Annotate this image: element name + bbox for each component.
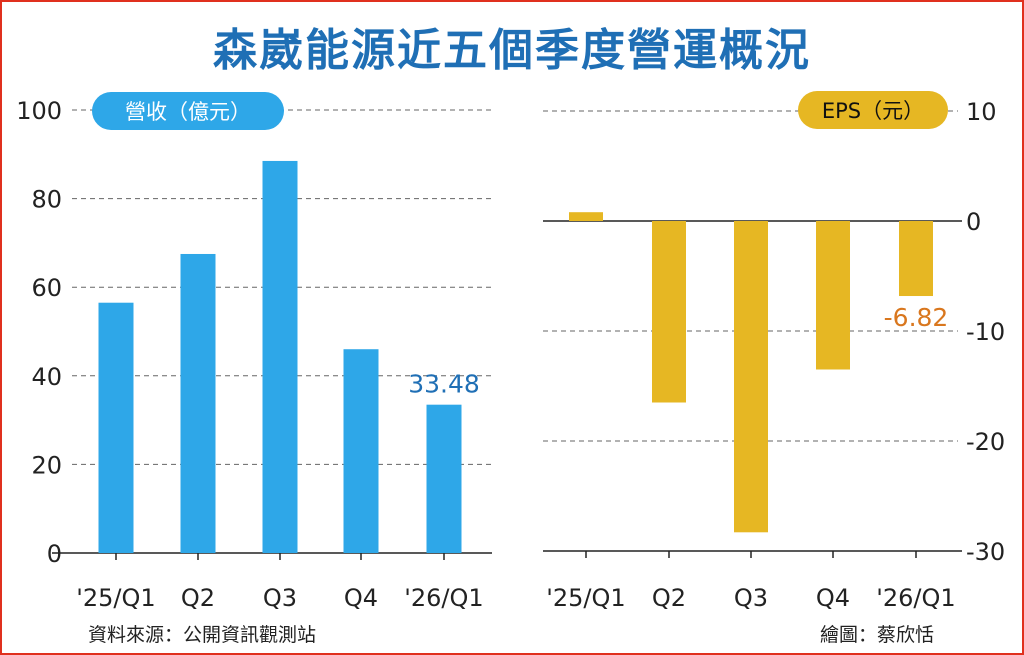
y-tick-label: -20	[966, 428, 1005, 456]
x-tick-label: '26/Q1	[404, 584, 483, 612]
eps-bar	[816, 221, 850, 370]
data-label: 33.48	[408, 370, 480, 399]
revenue-bar	[343, 349, 379, 553]
x-tick-label: '25/Q1	[546, 584, 625, 612]
x-tick-label: Q2	[652, 584, 686, 612]
x-tick-label: Q2	[181, 584, 215, 612]
revenue-badge	[92, 92, 284, 130]
y-tick-label: 40	[31, 363, 62, 391]
revenue-bar	[98, 302, 134, 553]
eps-bar	[652, 221, 686, 403]
eps-bar	[734, 221, 768, 533]
eps-bar	[899, 221, 933, 297]
revenue-bar	[180, 253, 216, 553]
y-tick-label: 80	[31, 186, 62, 214]
y-tick-label: 0	[966, 208, 981, 236]
y-tick-label: 100	[16, 97, 62, 125]
data-label: -6.82	[884, 303, 949, 332]
x-tick-label: Q3	[734, 584, 768, 612]
x-tick-label: Q3	[263, 584, 297, 612]
revenue-badge-label: 營收（億元）	[125, 100, 251, 124]
revenue-panel: 100 80 60 40 20 0 '25/Q1 Q2 Q3 Q4 '26/Q1 33.48 營收（億元…	[16, 92, 492, 612]
chart-title: 森崴能源近五個季度營運概況	[213, 25, 811, 76]
x-tick-label: '26/Q1	[876, 584, 955, 612]
revenue-bar	[426, 404, 462, 553]
y-tick-label: -10	[966, 318, 1005, 346]
x-tick-label: Q4	[816, 584, 850, 612]
source-note: 資料來源：公開資訊觀測站	[88, 624, 317, 646]
y-tick-label: 0	[47, 540, 62, 568]
y-tick-label: 60	[31, 274, 62, 302]
credit-note: 繪圖：蔡欣恬	[819, 624, 934, 646]
revenue-bar	[262, 160, 298, 553]
eps-badge-label: EPS（元）	[822, 99, 924, 123]
y-tick-label: -30	[966, 538, 1005, 566]
eps-bar	[569, 212, 603, 221]
eps-panel: 10 0 -10 -20 -30 '25/Q1 Q2 Q3 Q4 '26/Q1 -6.82 EPS（元…	[543, 91, 1005, 612]
y-tick-label: 20	[31, 451, 62, 479]
x-tick-label: '25/Q1	[76, 584, 155, 612]
y-tick-label: 10	[966, 98, 997, 126]
x-tick-label: Q4	[344, 584, 378, 612]
eps-badge	[798, 91, 948, 129]
